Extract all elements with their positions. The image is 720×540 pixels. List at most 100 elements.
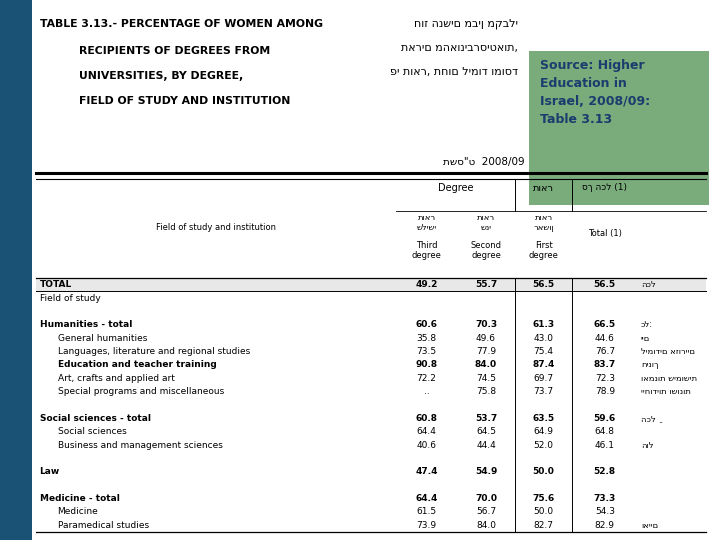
Text: ..: .. — [424, 387, 429, 396]
Text: 77.9: 77.9 — [476, 347, 496, 356]
Text: 70.0: 70.0 — [475, 494, 497, 503]
Text: 75.8: 75.8 — [476, 387, 496, 396]
Text: 52.0: 52.0 — [534, 441, 554, 450]
Text: Degree: Degree — [438, 183, 473, 193]
Text: 56.5: 56.5 — [594, 280, 616, 289]
Text: 61.3: 61.3 — [533, 320, 554, 329]
Text: Law: Law — [40, 467, 60, 476]
Text: 73.9: 73.9 — [417, 521, 436, 530]
Text: Paramedical studies: Paramedical studies — [58, 521, 149, 530]
Text: Humanities - total: Humanities - total — [40, 320, 132, 329]
Text: Field of study: Field of study — [40, 294, 100, 302]
Text: לימודים אזוריים: לימודים אזוריים — [641, 347, 695, 356]
Text: 59.6: 59.6 — [594, 414, 616, 423]
Text: Business and management sciences: Business and management sciences — [58, 441, 222, 450]
Text: Total (1): Total (1) — [588, 229, 622, 238]
Text: Medicine - total: Medicine - total — [40, 494, 120, 503]
Text: ואיים: ואיים — [641, 521, 658, 530]
Text: 50.0: 50.0 — [534, 508, 554, 516]
Text: 49.6: 49.6 — [476, 334, 496, 343]
Text: 53.7: 53.7 — [475, 414, 497, 423]
Text: 52.8: 52.8 — [594, 467, 616, 476]
Text: ייחודיות ושונות: ייחודיות ושונות — [641, 387, 690, 396]
Text: 73.7: 73.7 — [534, 387, 554, 396]
Bar — [36, 278, 706, 292]
Text: Medicine: Medicine — [58, 508, 99, 516]
Text: 74.5: 74.5 — [476, 374, 496, 383]
Text: 40.6: 40.6 — [417, 441, 436, 450]
Text: 75.6: 75.6 — [533, 494, 554, 503]
Text: תואר
שני: תואר שני — [477, 213, 495, 232]
Text: 84.0: 84.0 — [475, 360, 497, 369]
Text: 60.6: 60.6 — [415, 320, 438, 329]
Text: Special programs and miscellaneous: Special programs and miscellaneous — [58, 387, 224, 396]
Text: 82.9: 82.9 — [595, 521, 615, 530]
Text: RECIPIENTS OF DEGREES FROM: RECIPIENTS OF DEGREES FROM — [79, 46, 271, 56]
Text: ואמנות שימושית: ואמנות שימושית — [641, 374, 697, 383]
Text: 75.4: 75.4 — [534, 347, 554, 356]
Text: הכל: הכל — [641, 280, 655, 289]
Text: 60.8: 60.8 — [415, 414, 438, 423]
Text: 54.3: 54.3 — [595, 508, 615, 516]
Text: Third
degree: Third degree — [412, 241, 441, 260]
Text: 66.5: 66.5 — [594, 320, 616, 329]
Text: כל:: כל: — [641, 320, 653, 329]
Text: תואר: תואר — [533, 183, 554, 193]
Text: 44.6: 44.6 — [595, 334, 615, 343]
Text: יים: יים — [641, 334, 650, 343]
Text: 70.3: 70.3 — [475, 320, 497, 329]
Text: 44.4: 44.4 — [476, 441, 496, 450]
Text: הכל ַ: הכל ַ — [641, 414, 658, 423]
Text: First
degree: First degree — [528, 241, 559, 260]
Text: 73.5: 73.5 — [417, 347, 436, 356]
Text: 76.7: 76.7 — [595, 347, 615, 356]
Text: General humanities: General humanities — [58, 334, 147, 343]
Text: 73.3: 73.3 — [594, 494, 616, 503]
Text: Art, crafts and applied art: Art, crafts and applied art — [58, 374, 174, 383]
Text: 82.7: 82.7 — [534, 521, 554, 530]
Bar — [529, 51, 709, 205]
Text: UNIVERSITIES, BY DEGREE,: UNIVERSITIES, BY DEGREE, — [79, 71, 243, 82]
Text: 56.7: 56.7 — [476, 508, 496, 516]
Text: תשס"ט  2008/09: תשס"ט 2008/09 — [444, 157, 525, 167]
Text: 54.9: 54.9 — [474, 467, 498, 476]
Text: 78.9: 78.9 — [595, 387, 615, 396]
Text: 69.7: 69.7 — [534, 374, 554, 383]
Text: 50.0: 50.0 — [533, 467, 554, 476]
Text: 72.2: 72.2 — [417, 374, 436, 383]
Text: 83.7: 83.7 — [594, 360, 616, 369]
Text: 84.0: 84.0 — [476, 521, 496, 530]
Text: Languages, literature and regional studies: Languages, literature and regional studi… — [58, 347, 250, 356]
Text: 43.0: 43.0 — [534, 334, 554, 343]
Text: 55.7: 55.7 — [475, 280, 497, 289]
Text: Social sciences: Social sciences — [58, 427, 126, 436]
Text: חינוך: חינוך — [641, 360, 658, 369]
Text: TOTAL: TOTAL — [40, 280, 72, 289]
Text: 47.4: 47.4 — [415, 467, 438, 476]
Bar — [0, 0, 32, 540]
Text: Field of study and institution: Field of study and institution — [156, 223, 276, 232]
Text: Second
degree: Second degree — [470, 241, 502, 260]
Text: 72.3: 72.3 — [595, 374, 615, 383]
Text: 56.5: 56.5 — [533, 280, 554, 289]
Text: Source: Higher
Education in
Israel, 2008/09:
Table 3.13: Source: Higher Education in Israel, 2008… — [540, 59, 650, 126]
Text: 87.4: 87.4 — [532, 360, 555, 369]
Text: Social sciences - total: Social sciences - total — [40, 414, 150, 423]
Text: חוז הנשים מבין מקבלי: חוז הנשים מבין מקבלי — [415, 19, 518, 29]
Text: 90.8: 90.8 — [415, 360, 438, 369]
Text: 64.9: 64.9 — [534, 427, 554, 436]
Text: סך הכל (1): סך הכל (1) — [582, 183, 627, 192]
Text: תארים מהאוניברסיטאות,: תארים מהאוניברסיטאות, — [402, 43, 518, 53]
Text: 63.5: 63.5 — [533, 414, 554, 423]
Text: 64.8: 64.8 — [595, 427, 615, 436]
Text: FIELD OF STUDY AND INSTITUTION: FIELD OF STUDY AND INSTITUTION — [79, 96, 291, 106]
Text: תואר
שלישי: תואר שלישי — [416, 213, 437, 232]
Text: 35.8: 35.8 — [417, 334, 436, 343]
Text: TABLE 3.13.- PERCENTAGE OF WOMEN AMONG: TABLE 3.13.- PERCENTAGE OF WOMEN AMONG — [40, 19, 323, 29]
Text: תואר
ראשון: תואר ראשון — [534, 213, 554, 232]
Text: 46.1: 46.1 — [595, 441, 615, 450]
Text: Education and teacher training: Education and teacher training — [58, 360, 216, 369]
Text: הול: הול — [641, 441, 653, 450]
Text: 64.4: 64.4 — [417, 427, 436, 436]
Text: 64.5: 64.5 — [476, 427, 496, 436]
